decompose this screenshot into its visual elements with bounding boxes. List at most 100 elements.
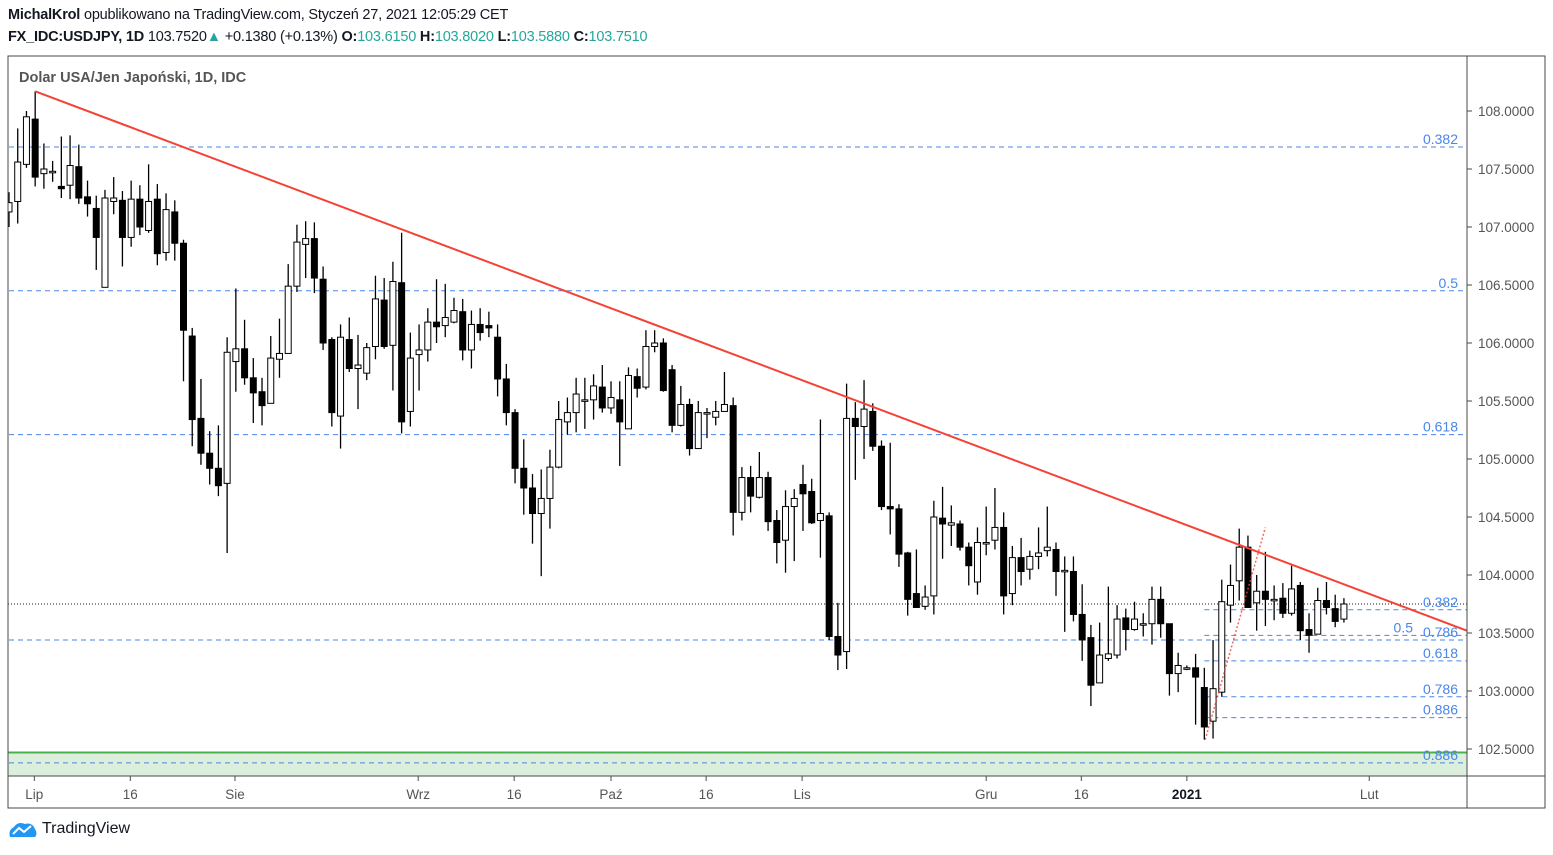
candle [1183, 665, 1191, 671]
y-axis-tick-label: 105.5000 [1478, 394, 1534, 409]
x-axis-tick-label: Lut [1360, 787, 1379, 802]
candle-body-down [1322, 600, 1330, 608]
candle-body-down [118, 199, 126, 238]
candle-body-up [1043, 546, 1051, 552]
candle-body-up [1270, 598, 1278, 602]
candle-body-down [904, 552, 912, 600]
candle-body-down [729, 405, 737, 513]
candle [1174, 652, 1182, 693]
candle-body-down [241, 348, 249, 379]
candle [1000, 512, 1008, 615]
candle-body-down [249, 377, 257, 394]
candle [441, 283, 449, 338]
candle-body-up [293, 241, 301, 287]
open-label: O: [341, 29, 358, 45]
candle-body-down [1244, 546, 1252, 608]
candle-body-down [75, 166, 83, 199]
candle-body-down [1087, 637, 1095, 686]
candle-body-up [232, 348, 240, 363]
candle-body-up [738, 477, 746, 513]
candle-body-down [747, 477, 755, 497]
candle-body-up [1227, 584, 1234, 606]
x-axis-tick-label: 16 [507, 787, 522, 802]
candle-body-up [145, 200, 153, 231]
candle-body-up [8, 202, 13, 213]
candle-body-down [197, 417, 205, 454]
candle-body-up [973, 542, 981, 583]
candle [659, 338, 667, 392]
candle-body-down [398, 282, 406, 423]
candle-body-up [694, 412, 702, 450]
candle [755, 452, 763, 499]
candle-body-up [991, 526, 999, 541]
candle-body-down [214, 467, 222, 487]
candle-body-up [110, 197, 118, 202]
candle-body-down [668, 369, 676, 426]
candle-body-down [1017, 557, 1025, 573]
chart-frame [7, 55, 1546, 809]
candle [520, 439, 528, 515]
candle-body-down [171, 211, 179, 244]
candle [476, 308, 484, 341]
candle [956, 520, 964, 551]
candle [1314, 587, 1322, 635]
close-label: C: [573, 29, 589, 45]
candle [598, 365, 606, 413]
candle [843, 383, 851, 669]
candle-body-up [1174, 664, 1182, 675]
candle-body-down [57, 185, 65, 190]
fib-major-level-label: 0.382 [1423, 131, 1458, 147]
candle-body-up [424, 321, 432, 351]
fib-minor-level-label: 0.618 [1423, 645, 1458, 661]
candle-body-up [677, 403, 685, 426]
candle-body-down [912, 593, 920, 608]
candle-body-down [808, 490, 816, 524]
candle-body-down [1305, 629, 1313, 636]
candle [275, 318, 283, 378]
candle [537, 469, 545, 577]
candle [398, 232, 406, 434]
brand-name: TradingView [42, 820, 131, 837]
candle-body-up [302, 238, 310, 245]
candle [851, 402, 859, 480]
candle-body-up [40, 168, 48, 175]
candle-body-down [878, 445, 885, 508]
candle-body-down [485, 325, 493, 329]
candle-body-up [1061, 569, 1069, 573]
candle [459, 298, 467, 361]
x-axis-tick-label: Paź [599, 787, 623, 802]
candle [1331, 594, 1339, 628]
candle [764, 471, 772, 531]
candle-body-up [267, 357, 275, 404]
candle [1026, 550, 1034, 580]
candle [555, 401, 563, 469]
candle [782, 490, 790, 573]
candle-body-up [406, 357, 414, 412]
candle-body-down [31, 118, 39, 178]
candle [860, 380, 868, 459]
candle-body-up [1113, 618, 1121, 656]
up-triangle-icon: ▲ [206, 29, 221, 45]
candle-body-up [1148, 598, 1156, 625]
support-zone [8, 752, 1467, 776]
candle [991, 488, 999, 550]
candle [66, 135, 74, 200]
fib-major-level-label: 0.5 [1439, 275, 1459, 291]
candle [738, 467, 746, 521]
publish-info: MichalKrol opublikowano na TradingView.c… [8, 7, 508, 23]
candle [337, 324, 345, 449]
candle [1218, 579, 1226, 697]
candle [799, 464, 807, 531]
candle-body-up [22, 116, 30, 165]
candle-body-down [764, 477, 772, 523]
x-axis-tick-label: 16 [1074, 787, 1089, 802]
candle [511, 409, 519, 484]
candle-body-down [188, 335, 196, 421]
candle-body-up [1026, 555, 1034, 570]
candle-body-up [363, 347, 371, 374]
candle-body-down [84, 196, 92, 205]
candle [1035, 527, 1043, 570]
candle-body-down [1261, 590, 1269, 600]
candle-body-up [607, 397, 615, 409]
